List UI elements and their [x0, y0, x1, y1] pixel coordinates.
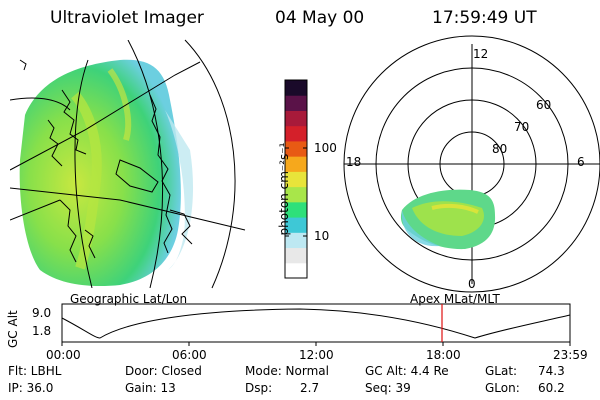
- gc-alt-status: GC Alt: 4.4 Re: [365, 364, 449, 378]
- colorbar-segment: [285, 201, 307, 218]
- colorbar-segment: [285, 95, 307, 111]
- time-tick-1800: 18:00: [426, 348, 461, 362]
- colorbar-tick-10: 10: [314, 229, 330, 243]
- colorbar-segment: [285, 125, 307, 142]
- colorbar-tick-100: 100: [314, 141, 337, 155]
- filter-status: Flt: LBHL: [8, 364, 62, 378]
- date-label: 04 May 00: [275, 8, 365, 28]
- mode-status: Mode: Normal: [245, 364, 329, 378]
- colorbar-segment: [285, 156, 307, 172]
- altitude-curve: [61, 308, 571, 339]
- ip-status: IP: 36.0: [8, 381, 54, 395]
- mlt-label-6: 6: [577, 155, 585, 169]
- altitude-ymin: 1.8: [32, 324, 52, 338]
- colorbar-segment: [285, 140, 307, 157]
- gain-status: Gain: 13: [125, 381, 176, 395]
- time-label: 17:59:49 UT: [432, 8, 537, 28]
- glon-value: 60.2: [538, 381, 565, 395]
- dsp-label: Dsp:: [245, 381, 273, 395]
- mlt-label-12: 12: [473, 47, 489, 61]
- time-tick-0000: 00:00: [46, 348, 81, 362]
- lat-label-60: 60: [536, 98, 552, 112]
- time-tick-1200: 12:00: [299, 348, 334, 362]
- seq-status: Seq: 39: [365, 381, 411, 395]
- colorbar-segment: [285, 262, 307, 279]
- mlt-label-18: 18: [346, 155, 362, 169]
- time-tick-2359: 23:59: [553, 348, 588, 362]
- colorbar-segment: [285, 232, 307, 249]
- altitude-ymax: 9.0: [32, 306, 52, 320]
- colorbar-segment: [285, 217, 307, 233]
- lat-label-70: 70: [514, 120, 530, 134]
- colorbar-segment: [285, 247, 307, 264]
- lat-label-80: 80: [492, 142, 508, 156]
- colorbar-segment: [285, 171, 307, 188]
- mlt-label-0: 0: [468, 277, 476, 291]
- colorbar-segment: [285, 186, 307, 203]
- apex-panel-label: Apex MLat/MLT: [410, 292, 500, 306]
- instrument-title: Ultraviolet Imager: [50, 8, 204, 28]
- glon-label: GLon:: [485, 381, 520, 395]
- dsp-value: 2.7: [300, 381, 320, 395]
- colorbar-segment: [285, 110, 307, 127]
- time-tick-0600: 06:00: [172, 348, 207, 362]
- geographic-panel-label: Geographic Lat/Lon: [70, 292, 188, 306]
- colorbar-segment: [285, 80, 307, 96]
- glat-label: GLat:: [485, 364, 518, 378]
- glat-value: 74.3: [538, 364, 565, 378]
- door-status: Door: Closed: [125, 364, 202, 378]
- altitude-axis-label: GC Alt: [6, 310, 20, 348]
